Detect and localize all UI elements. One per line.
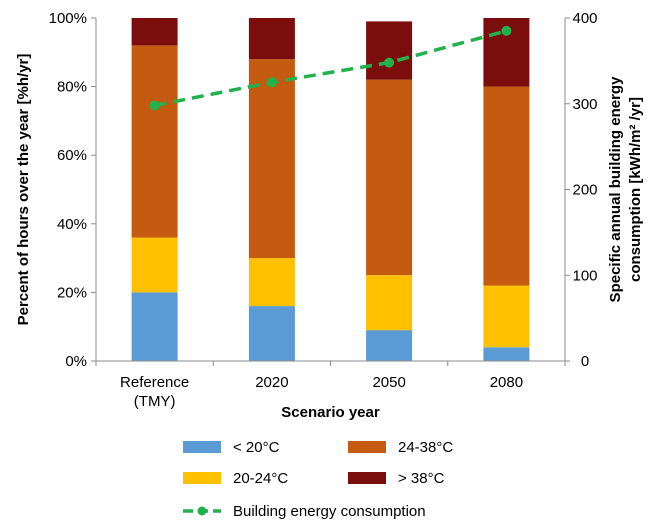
x-tick-label: 2080 [490, 374, 523, 391]
bar-segment-0-2 [366, 330, 413, 361]
x-tick-label: 2050 [372, 374, 405, 391]
x-tick-label: Reference [120, 374, 189, 391]
y-tick-label: 100% [49, 10, 87, 27]
y2-tick-label: 400 [572, 10, 597, 27]
bar-segment-1-3 [483, 285, 530, 348]
legend-swatch-0 [183, 441, 221, 453]
energy-line-layer [149, 25, 512, 111]
bar-segment-0-1 [248, 306, 295, 361]
y2-tick-label: 100 [572, 267, 597, 284]
legend-swatch-2 [348, 441, 386, 453]
y2-tick-label: 200 [572, 182, 597, 199]
energy-point [149, 100, 160, 111]
legend-label: > 38°C [398, 470, 445, 487]
y2-axis-title-line: consumption [kWh/m² /yr] [627, 97, 644, 282]
bar-segment-3-2 [366, 21, 413, 80]
bar-segment-0-0 [131, 292, 178, 361]
bar-segment-3-1 [248, 18, 295, 60]
energy-point [384, 57, 395, 68]
energy-point [501, 25, 512, 36]
y-tick-label: 40% [57, 216, 87, 233]
legend-label: < 20°C [233, 439, 280, 456]
energy-line [154, 29, 507, 108]
x-tick-label: (TMY) [134, 393, 176, 410]
bars-layer [131, 18, 530, 361]
bar-segment-1-2 [366, 275, 413, 331]
bar-segment-1-1 [248, 258, 295, 307]
y-tick-label: 80% [57, 79, 87, 96]
labels-layer: 0% 20% 40% 60% 80% 100% 0 100 200 300 400 Reference… [15, 10, 644, 421]
legend-swatch-1 [183, 472, 221, 484]
legend: < 20°C 24-38°C 20-24°C > 38°C Building energ… [183, 439, 453, 520]
legend-line-marker [197, 506, 207, 516]
energy-point [266, 77, 277, 88]
y-tick-label: 0% [65, 353, 87, 370]
x-axis-title: Scenario year [281, 404, 380, 421]
bar-segment-1-0 [131, 237, 178, 293]
legend-label: 24-38°C [398, 439, 453, 456]
bar-segment-0-3 [483, 347, 530, 361]
y-tick-label: 60% [57, 147, 87, 164]
axes-layer [91, 17, 570, 366]
x-tick-label: 2020 [255, 374, 288, 391]
bar-segment-2-3 [483, 86, 530, 286]
y-axis-title: Percent of hours over the year [%h/yr] [15, 54, 32, 326]
legend-label: Building energy consumption [233, 503, 426, 520]
y-tick-label: 20% [57, 284, 87, 301]
legend-swatch-3 [348, 472, 386, 484]
legend-label: 20-24°C [233, 470, 288, 487]
y2-axis-title-line: Specific annual building energy [607, 76, 624, 303]
y2-tick-label: 0 [581, 353, 589, 370]
bar-segment-2-2 [366, 79, 413, 276]
y2-tick-label: 300 [572, 96, 597, 113]
bar-segment-3-0 [131, 18, 178, 46]
bar-segment-2-0 [131, 45, 178, 238]
bar-segment-2-1 [248, 59, 295, 259]
